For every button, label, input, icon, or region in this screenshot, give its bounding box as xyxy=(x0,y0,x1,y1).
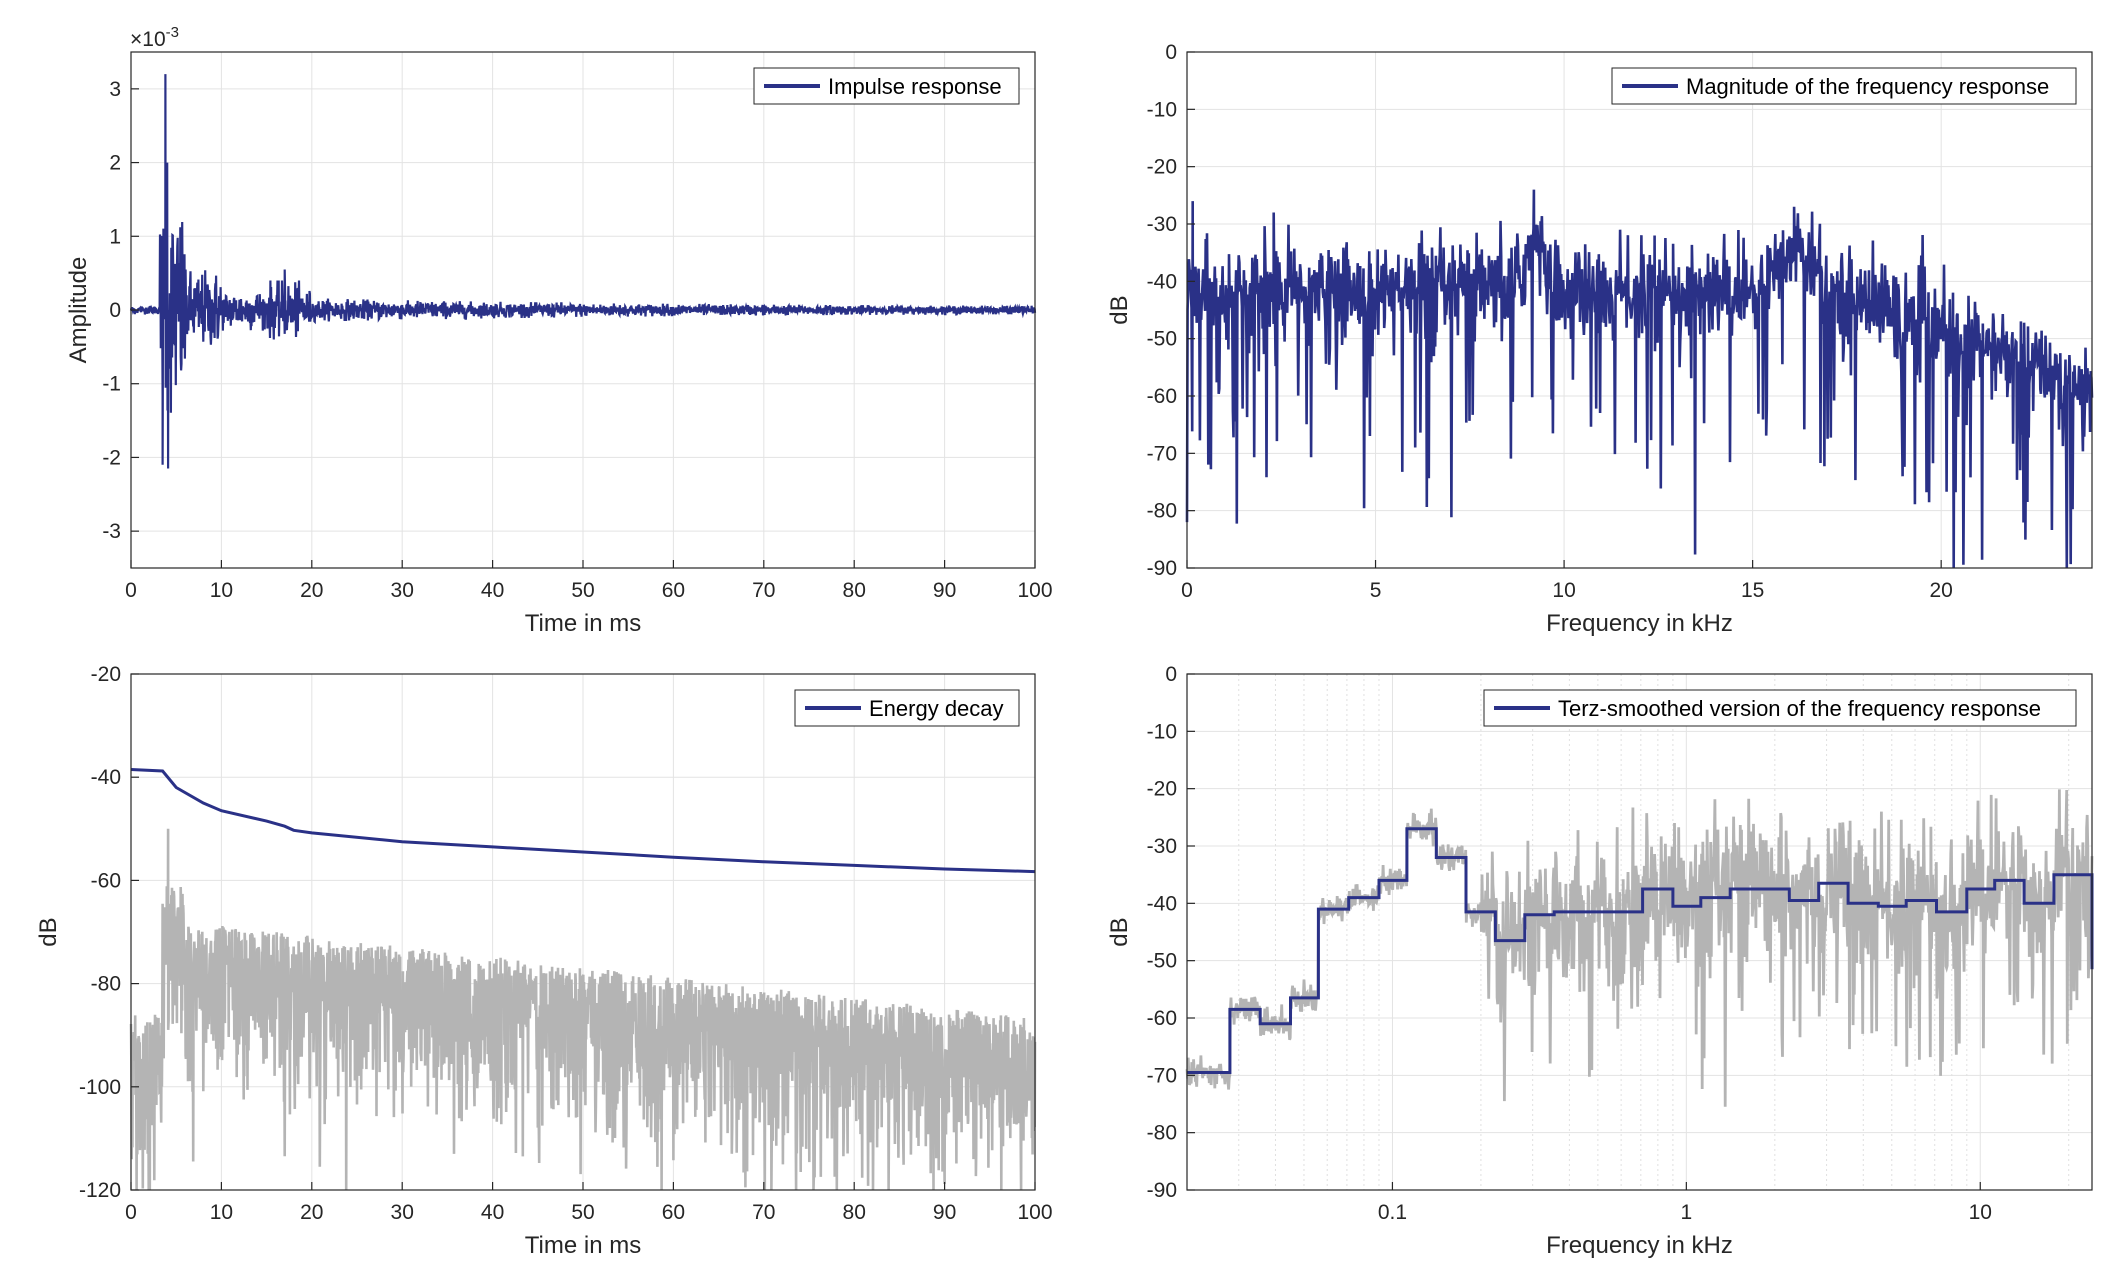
ticks-energy-decay: 0 10 20 30 40 50 60 70 80 90 100 -20 -40 -60 -80 -100 -1… xyxy=(79,663,1053,1224)
y-tick-label: 3 xyxy=(109,78,121,101)
x-tick-label: 30 xyxy=(391,579,414,602)
y-tick-label: -120 xyxy=(79,1179,121,1202)
y-axis-label-impulse-response: Amplitude xyxy=(65,257,92,364)
x-tick-label: 20 xyxy=(300,1201,323,1224)
exponent-label: ×10-3 xyxy=(130,24,179,51)
y-tick-label: -100 xyxy=(79,1076,121,1099)
terz-smoothed-line xyxy=(1187,827,2094,1074)
legend-label-magnitude: Magnitude of the frequency response xyxy=(1686,74,2049,99)
x-tick-label: 10 xyxy=(1552,579,1575,602)
y-tick-label: -60 xyxy=(1147,385,1177,408)
x-tick-label: 0.1 xyxy=(1378,1201,1407,1224)
panel-terz-smoothed: 0.1 1 10 0 -10 -20 -30 -40 -50 -60 -70 -80 -90 Frequ… xyxy=(1106,663,2094,1259)
unsmoothed-response-grey-line xyxy=(1185,789,2094,1107)
ticks-terz: 0.1 1 10 0 -10 -20 -30 -40 -50 -60 -70 -80 -90 xyxy=(1147,663,1992,1224)
x-tick-label: 90 xyxy=(933,1201,956,1224)
x-tick-label: 100 xyxy=(1017,1201,1052,1224)
x-tick-label: 30 xyxy=(391,1201,414,1224)
x-tick-label: 60 xyxy=(662,579,685,602)
x-tick-label: 0 xyxy=(125,1201,137,1224)
legend-box xyxy=(1611,67,2077,105)
y-tick-label: -70 xyxy=(1147,442,1177,465)
x-tick-label: 0 xyxy=(125,579,137,602)
x-tick-label: 80 xyxy=(843,579,866,602)
impulse-response-line xyxy=(129,74,1037,469)
x-tick-label: 100 xyxy=(1017,579,1052,602)
x-tick-label: 80 xyxy=(843,1201,866,1224)
legend-box xyxy=(1483,689,2077,727)
y-tick-label: 0 xyxy=(109,299,121,322)
y-axis-label-magnitude: dB xyxy=(1106,295,1133,324)
y-tick-label: -60 xyxy=(91,869,121,892)
x-axis-label-magnitude: Frequency in kHz xyxy=(1546,610,1733,637)
y-tick-label: 2 xyxy=(109,152,121,175)
y-tick-label: -1 xyxy=(102,373,121,396)
x-tick-label: 5 xyxy=(1370,579,1382,602)
legend-label-terz: Terz-smoothed version of the frequency r… xyxy=(1558,696,2041,721)
legend-impulse-response: Impulse response xyxy=(753,67,1020,105)
panel-energy-decay: 0 10 20 30 40 50 60 70 80 90 100 -20 -40 -60 -80 -100 -1… xyxy=(35,663,1053,1259)
x-tick-label: 20 xyxy=(300,579,323,602)
y-tick-label: -90 xyxy=(1147,1179,1177,1202)
y-tick-label: -20 xyxy=(1147,156,1177,179)
legend-energy-decay: Energy decay xyxy=(794,689,1020,727)
y-tick-label: -10 xyxy=(1147,720,1177,743)
y-tick-label: -70 xyxy=(1147,1064,1177,1087)
y-tick-label: 0 xyxy=(1165,663,1177,686)
legend-label-impulse-response: Impulse response xyxy=(828,74,1002,99)
y-tick-label: -30 xyxy=(1147,835,1177,858)
x-tick-label: 90 xyxy=(933,579,956,602)
y-tick-label: -50 xyxy=(1147,950,1177,973)
y-tick-label: -40 xyxy=(1147,270,1177,293)
axes-frame-magnitude xyxy=(1186,51,2093,569)
x-tick-label: 10 xyxy=(210,579,233,602)
y-tick-label: -40 xyxy=(1147,892,1177,915)
ticks-magnitude: 0 5 10 15 20 0 -10 -20 -30 -40 -50 -60 -70 -80 -90 xyxy=(1147,41,1953,602)
y-axis-label-energy-decay: dB xyxy=(35,917,62,946)
x-axis-label-energy-decay: Time in ms xyxy=(525,1232,641,1259)
x-axis-label-terz: Frequency in kHz xyxy=(1546,1232,1733,1259)
energy-decay-line xyxy=(130,768,1036,874)
x-tick-label: 40 xyxy=(481,579,504,602)
legend-magnitude: Magnitude of the frequency response xyxy=(1611,67,2077,105)
squared-impulse-grey-line xyxy=(129,828,1037,1191)
y-tick-label: -10 xyxy=(1147,98,1177,121)
x-tick-label: 10 xyxy=(1969,1201,1992,1224)
magnitude-response-line xyxy=(1185,189,2094,569)
x-tick-label: 50 xyxy=(571,579,594,602)
y-tick-label: -80 xyxy=(1147,1122,1177,1145)
x-tick-label: 1 xyxy=(1680,1201,1692,1224)
y-tick-label: 1 xyxy=(109,225,121,248)
x-tick-label: 60 xyxy=(662,1201,685,1224)
x-tick-label: 70 xyxy=(752,579,775,602)
x-tick-label: 20 xyxy=(1929,579,1952,602)
x-tick-label: 15 xyxy=(1741,579,1764,602)
x-tick-label: 10 xyxy=(210,1201,233,1224)
panel-magnitude-frequency-response: 0 5 10 15 20 0 -10 -20 -30 -40 -50 -60 -70 -80 -90 Fre… xyxy=(1106,41,2094,637)
y-tick-label: -30 xyxy=(1147,213,1177,236)
y-tick-label: -20 xyxy=(91,663,121,686)
y-tick-label: -90 xyxy=(1147,557,1177,580)
x-tick-label: 50 xyxy=(571,1201,594,1224)
y-tick-label: -3 xyxy=(102,520,121,543)
y-tick-label: -50 xyxy=(1147,328,1177,351)
y-tick-label: -2 xyxy=(102,446,121,469)
axes-frame-terz xyxy=(1186,673,2093,1191)
x-axis-label-impulse-response: Time in ms xyxy=(525,610,641,637)
y-tick-label: -80 xyxy=(91,973,121,996)
x-tick-label: 40 xyxy=(481,1201,504,1224)
y-tick-label: -40 xyxy=(91,766,121,789)
x-tick-label: 0 xyxy=(1181,579,1193,602)
legend-terz: Terz-smoothed version of the frequency r… xyxy=(1483,689,2077,727)
y-tick-label: 0 xyxy=(1165,41,1177,64)
x-tick-label: 70 xyxy=(752,1201,775,1224)
y-axis-label-terz: dB xyxy=(1106,917,1133,946)
legend-label-energy-decay: Energy decay xyxy=(869,696,1004,721)
y-tick-label: -60 xyxy=(1147,1007,1177,1030)
y-tick-label: -80 xyxy=(1147,500,1177,523)
y-tick-label: -20 xyxy=(1147,778,1177,801)
